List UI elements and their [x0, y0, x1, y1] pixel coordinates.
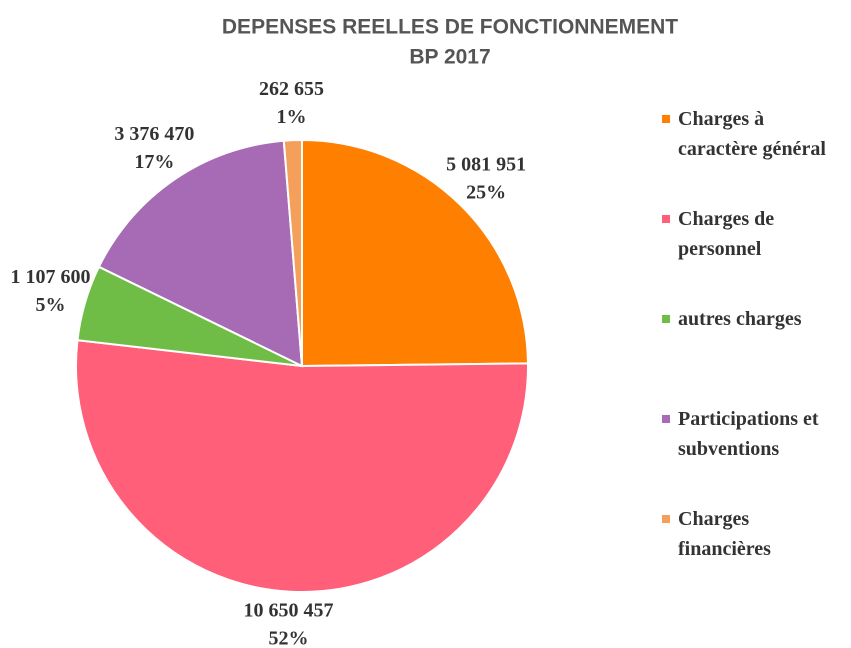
value-label: 5 081 951 [446, 153, 526, 175]
legend-item: Charges de personnel [660, 204, 845, 304]
legend-item: autres charges [660, 304, 845, 404]
value-label: 262 655 [259, 78, 324, 100]
legend-label: Participations et subventions [678, 408, 819, 460]
legend-label: Charges financières [678, 508, 771, 560]
percent-label: 5% [36, 294, 66, 316]
pie-slice [301, 138, 529, 368]
value-label: 3 376 470 [114, 123, 194, 145]
legend-swatch [662, 415, 670, 423]
chart-title: DEPENSES REELLES DE FONCTIONNEMENT [222, 16, 678, 39]
legend-swatch [662, 115, 670, 123]
legend-label: autres charges [678, 308, 802, 330]
legend-swatch [662, 215, 670, 223]
pie-slice [282, 138, 303, 367]
pie-slice [75, 339, 529, 593]
legend-label: Charges à caractère général [678, 108, 826, 160]
percent-label: 52% [269, 628, 309, 648]
pie-slice [97, 139, 304, 368]
legend-swatch [662, 515, 670, 523]
percent-label: 25% [466, 181, 506, 203]
legend-item: Charges financières [660, 504, 845, 604]
legend-item: Charges à caractère général [660, 104, 845, 204]
percent-label: 17% [134, 151, 174, 173]
value-label: 10 650 457 [244, 600, 334, 622]
chart-subtitle: BP 2017 [409, 46, 490, 69]
percent-label: 1% [276, 106, 306, 128]
legend-label: Charges de personnel [678, 208, 775, 260]
legend: Charges à caractère général Charges de pe… [660, 104, 845, 604]
value-label: 1 107 600 [11, 266, 91, 288]
legend-item: Participations et subventions [660, 404, 845, 504]
legend-swatch [662, 315, 670, 323]
